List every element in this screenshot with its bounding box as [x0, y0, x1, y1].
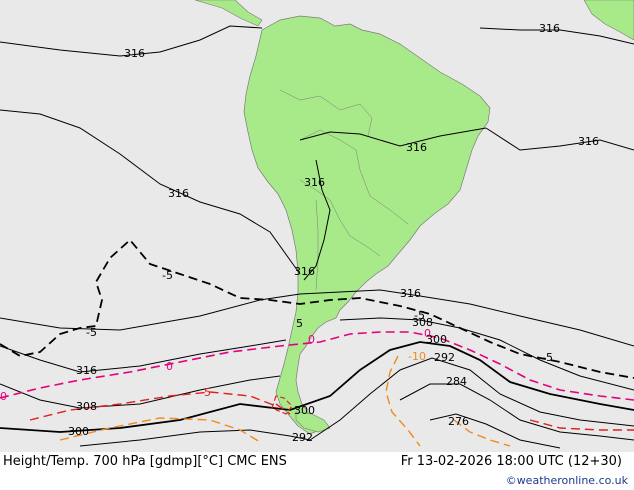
contour-label: 292 [292, 431, 313, 444]
contour-label: 276 [448, 415, 469, 428]
isotherm-minus5-patagonia [271, 395, 293, 415]
contour-label: 308 [76, 400, 97, 413]
contour-label: 316 [578, 135, 599, 148]
country-borders [279, 89, 409, 291]
contour-316-sw [0, 339, 287, 373]
contour-316-north [0, 25, 263, 57]
contour-label: 316 [168, 187, 189, 200]
contour-label: 300 [68, 425, 89, 438]
isotherm-minus5-red [29, 391, 634, 431]
contour-300-main [0, 341, 634, 433]
contour-316-inland [299, 127, 487, 147]
contour-276 [429, 413, 561, 449]
contour-label: 316 [406, 141, 427, 154]
contour-label: 300 [294, 404, 315, 417]
land-africa-corner [583, 0, 634, 41]
contour-308-east [339, 317, 634, 391]
contour-316-south [0, 289, 634, 347]
map-canvas [0, 0, 634, 452]
contour-316-andes [303, 159, 331, 281]
temperature-isotherms [0, 238, 634, 447]
contour-284 [399, 383, 634, 441]
isotherm-label: 0 [166, 360, 173, 373]
contour-label: 284 [446, 375, 467, 388]
forecast-datetime: Fr 13-02-2026 18:00 UTC (12+30) [400, 454, 622, 469]
isotherm-label: -5 [542, 351, 553, 364]
contour-316-west [0, 109, 301, 275]
contour-label: 316 [124, 47, 145, 60]
contour-label: 300 [426, 333, 447, 346]
isotherm-0 [0, 331, 634, 401]
isotherm-label: 0 [0, 390, 7, 403]
isotherm-label: -5 [200, 386, 211, 399]
isotherm-label: -5 [414, 309, 425, 322]
isotherm-label: 5 [296, 317, 303, 330]
contour-label: 316 [304, 176, 325, 189]
contour-label: 316 [76, 364, 97, 377]
contour-label: 316 [294, 265, 315, 278]
contour-316-north-east [479, 27, 634, 45]
isotherm-label: -10 [408, 350, 426, 363]
isotherm-label: -5 [86, 326, 97, 339]
map-title: Height/Temp. 700 hPa [gdmp][°C] CMC ENS [3, 454, 287, 469]
land-south-america [243, 15, 491, 435]
isotherm-label: -5 [162, 269, 173, 282]
land-tierra-del-fuego [295, 411, 331, 433]
credit-link[interactable]: ©weatheronline.co.uk [505, 474, 628, 487]
isotherm-minus5-black [0, 238, 634, 379]
height-contours [0, 25, 634, 449]
contour-label: 292 [434, 351, 455, 364]
land-central-america [194, 0, 263, 27]
contour-label: 308 [412, 316, 433, 329]
contour-308-west [0, 375, 281, 409]
map-footer: Height/Temp. 700 hPa [gdmp][°C] CMC ENS … [0, 452, 634, 490]
contour-label: 316 [539, 22, 560, 35]
contour-316-east [485, 127, 634, 151]
isotherm-minus10 [59, 355, 511, 447]
isotherm-label: 0 [308, 333, 315, 346]
isotherm-label: 0 [424, 327, 431, 340]
contour-292-west [79, 429, 311, 447]
contour-label: 316 [400, 287, 421, 300]
contour-292-east [309, 357, 634, 441]
